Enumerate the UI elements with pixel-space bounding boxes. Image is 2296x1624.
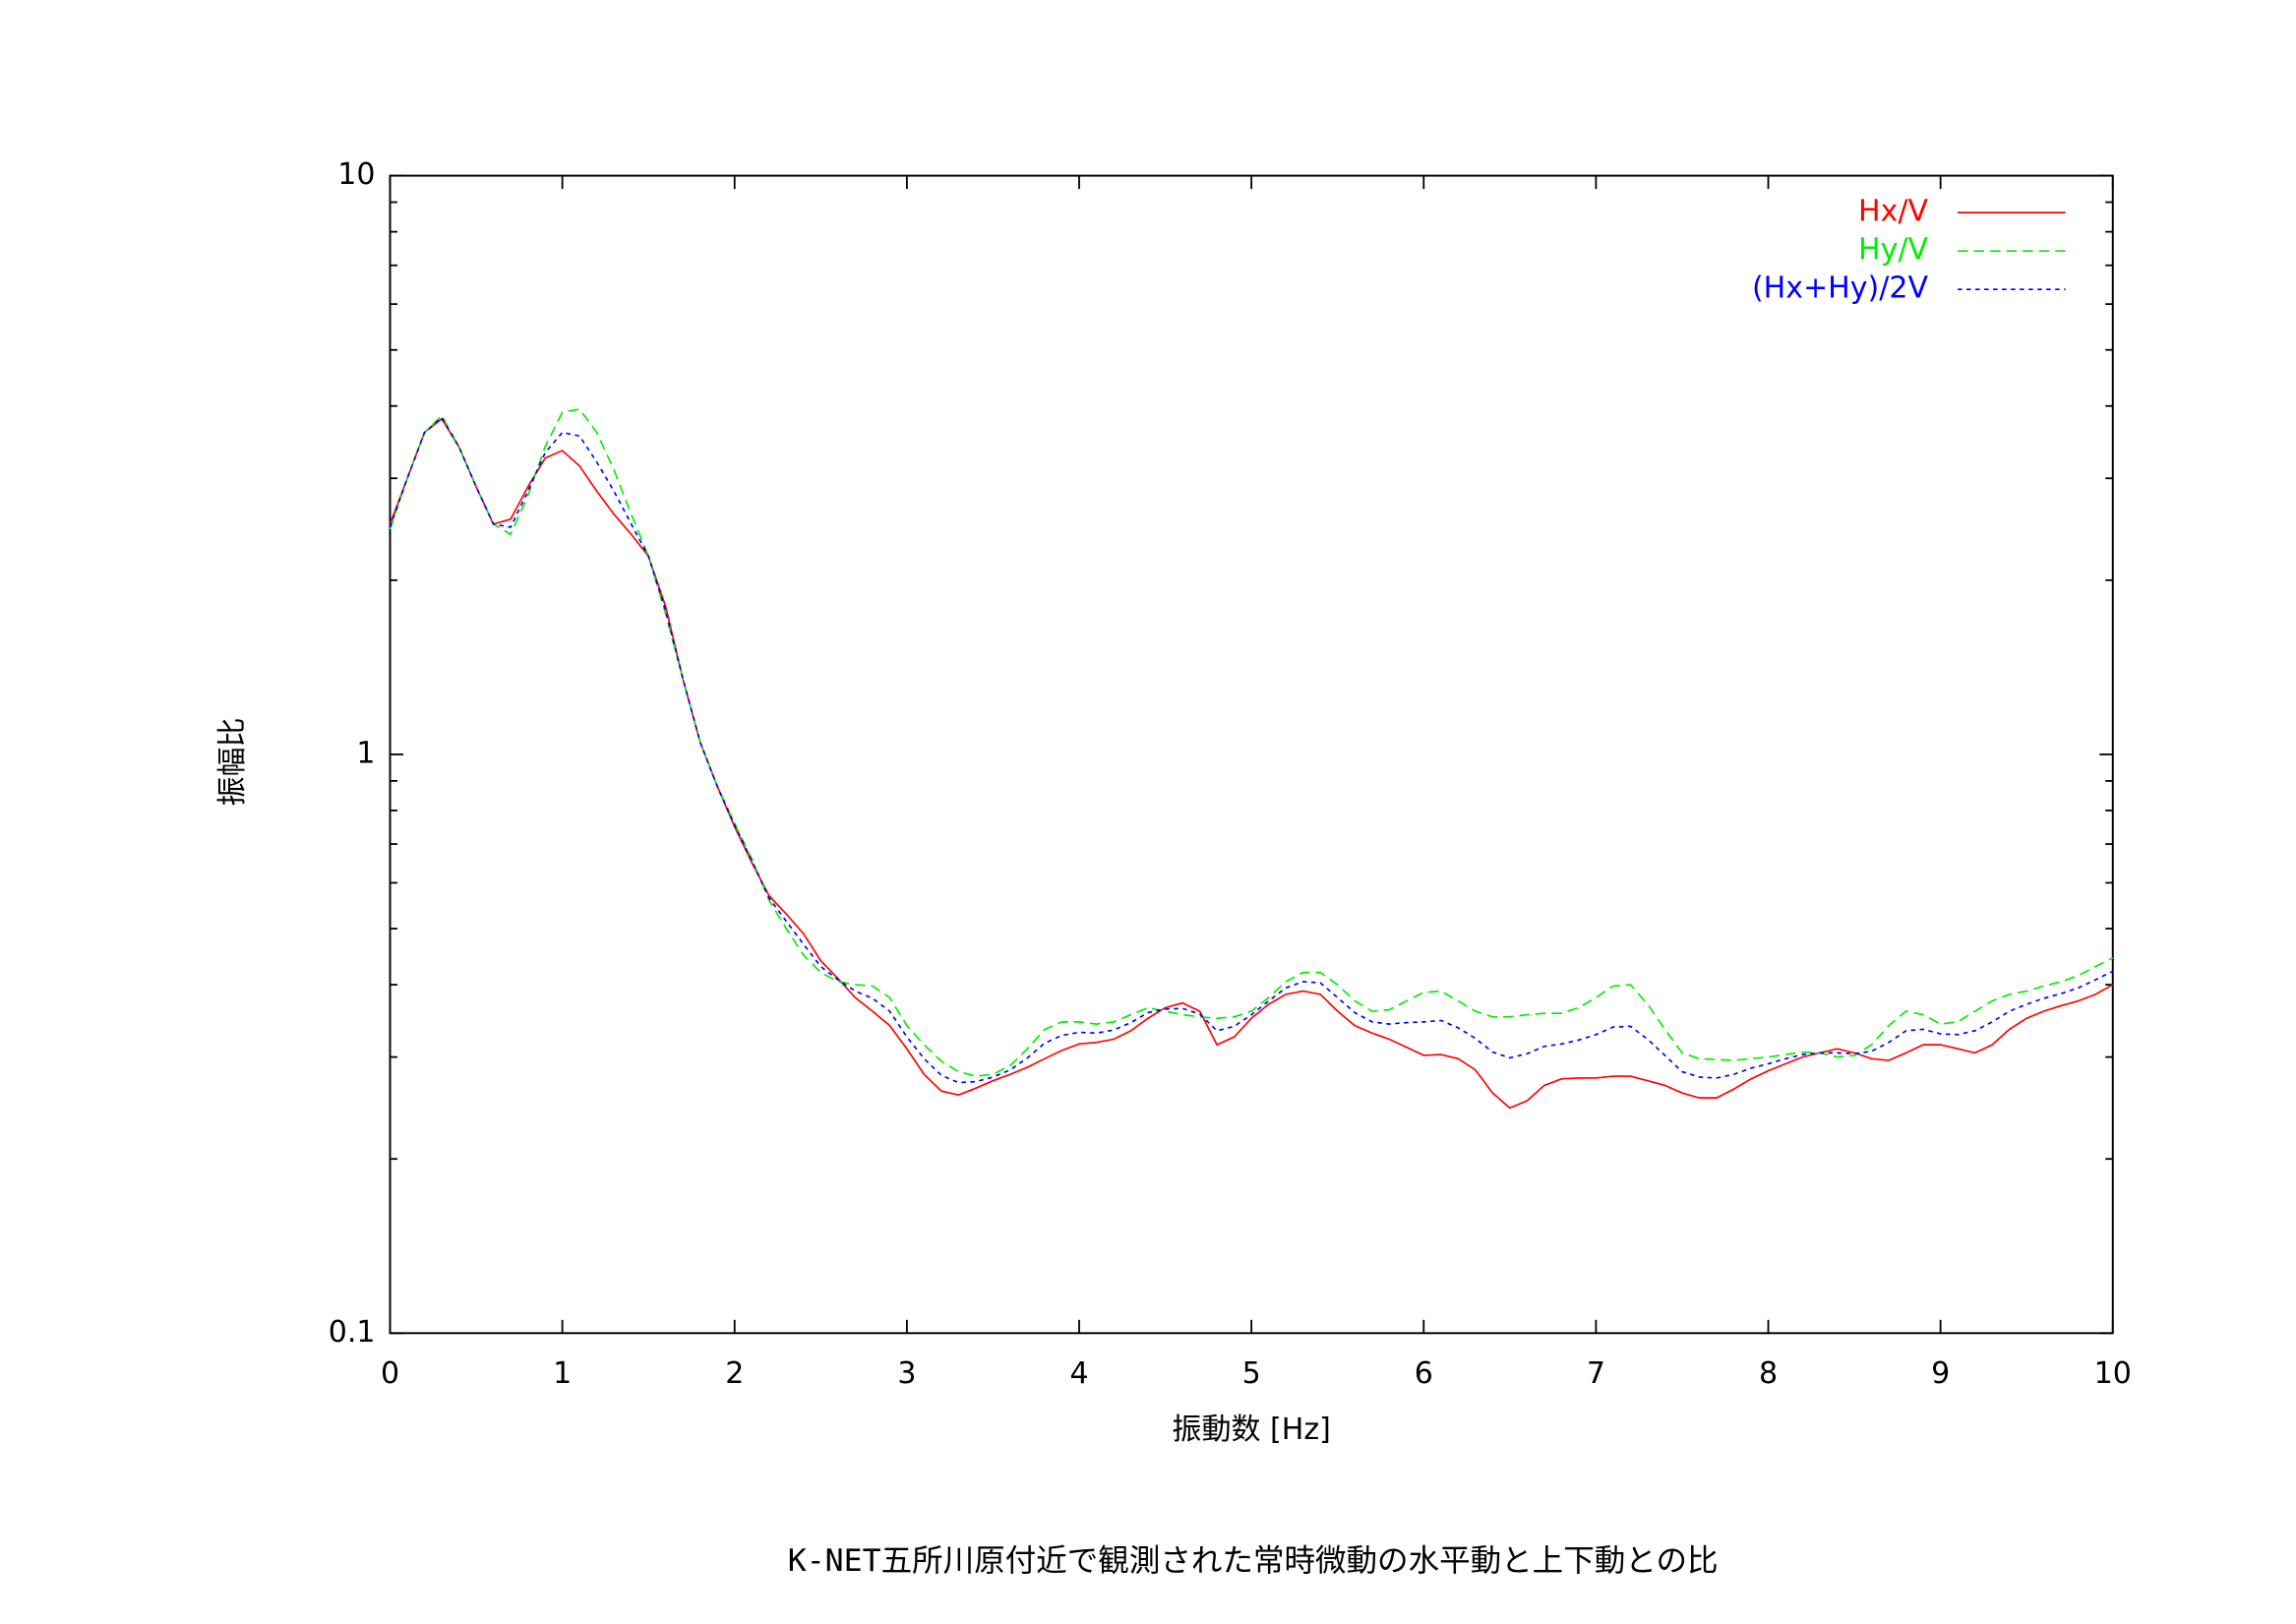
- x-tick-label: 0: [381, 1356, 399, 1391]
- y-tick-label: 1: [356, 736, 375, 770]
- x-tick-label: 7: [1587, 1356, 1605, 1391]
- legend-label: Hy/V: [1858, 233, 1928, 268]
- plot-frame: [389, 174, 2114, 1335]
- y-axis-label: 振幅比: [215, 717, 250, 806]
- x-tick-label: 9: [1931, 1356, 1950, 1391]
- x-tick-label: 6: [1415, 1356, 1433, 1391]
- y-tick-label: 0.1: [329, 1315, 376, 1350]
- x-tick-label: 3: [897, 1356, 916, 1391]
- caption: K-NET五所川原付近で観測された常時微動の水平動と上下動との比: [788, 1543, 1719, 1579]
- y-tick-label: 10: [337, 157, 375, 192]
- x-tick-label: 5: [1242, 1356, 1261, 1391]
- legend-label: (Hx+Hy)/2V: [1752, 271, 1929, 306]
- legend-label: Hx/V: [1858, 195, 1928, 229]
- x-tick-label: 8: [1759, 1356, 1778, 1391]
- data-line: [389, 408, 2114, 1077]
- x-tick-label: 10: [2094, 1356, 2132, 1391]
- x-tick-label: 2: [725, 1356, 744, 1391]
- x-axis-label: 振動数 [Hz]: [1172, 1413, 1330, 1447]
- data-line: [389, 416, 2114, 1084]
- data-line: [389, 417, 2114, 1110]
- x-tick-label: 1: [553, 1356, 572, 1391]
- x-tick-label: 4: [1069, 1356, 1088, 1391]
